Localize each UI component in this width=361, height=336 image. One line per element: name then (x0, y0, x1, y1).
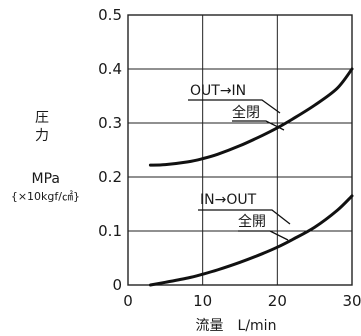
x-tick-label-3: 30 (342, 292, 361, 310)
y-axis-unit-alt: {×10kgf/㎠} (11, 190, 80, 203)
y-tick-label-4: 0.4 (98, 60, 122, 78)
y-tick-label-1: 0.1 (98, 222, 122, 240)
plot-border (127, 14, 353, 286)
y-axis-title-char-2: 力 (35, 128, 49, 144)
y-tick-label-2: 0.2 (98, 168, 122, 186)
series-name-in-out: IN→OUT (200, 192, 257, 208)
series-line-0 (148, 67, 354, 167)
series-label-out-in: OUT→IN 全閉 (188, 83, 285, 131)
y-tick-label-0: 0 (112, 276, 122, 294)
series-sublabel-out-in: 全閉 (232, 104, 260, 121)
leader-line-out-in-sub (232, 120, 285, 131)
leader-line-in-out (198, 209, 291, 225)
y-axis-title-char-1: 圧 (35, 110, 49, 126)
leader-line-out-in (188, 99, 281, 114)
series-curves (148, 67, 354, 287)
y-tick-label-3: 0.3 (98, 114, 122, 132)
x-tick-label-2: 20 (268, 292, 287, 310)
x-tick-label-1: 10 (193, 292, 212, 310)
series-name-out-in: OUT→IN (190, 83, 246, 99)
series-line-1 (148, 194, 354, 287)
plot-frame (127, 14, 353, 286)
x-tick-label-0: 0 (123, 292, 133, 310)
y-axis-unit: MPa (32, 171, 60, 187)
series-label-in-out: IN→OUT 全開 (198, 192, 291, 241)
grid-lines (128, 15, 352, 285)
leader-line-in-out-sub (238, 230, 289, 241)
series-sublabel-in-out: 全開 (238, 213, 266, 230)
y-tick-label-5: 0.5 (98, 6, 122, 24)
tick-labels: 0 0.1 0.2 0.3 0.4 0.5 0 10 20 30 (98, 6, 361, 310)
x-axis-title: 流量 L/min (196, 318, 277, 334)
